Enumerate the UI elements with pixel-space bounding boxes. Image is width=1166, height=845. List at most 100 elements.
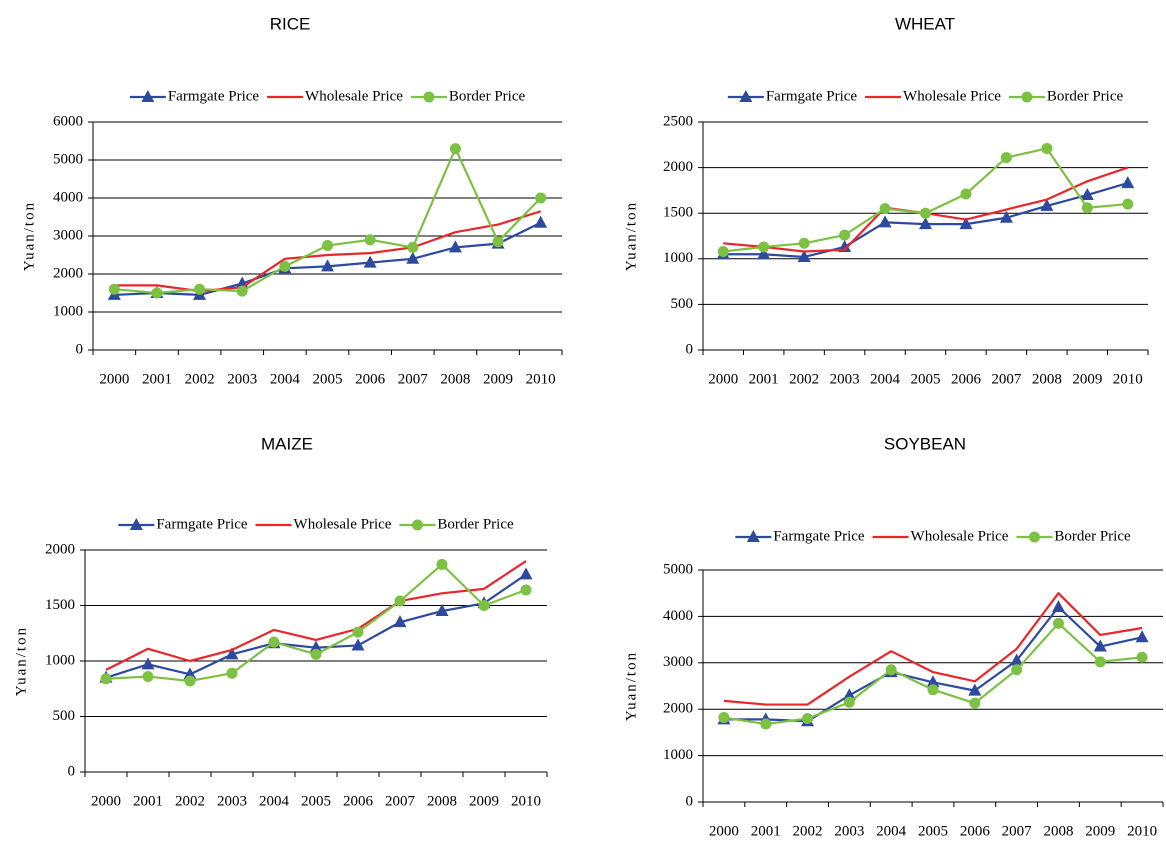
data-point (1040, 198, 1054, 211)
data-point (1136, 651, 1148, 663)
legend-label: Farmgate Price (168, 88, 260, 104)
series-line (114, 210, 542, 293)
y-tick-label: 0 (686, 793, 694, 809)
x-tick-label: 2004 (270, 371, 301, 387)
x-tick-label: 2009 (1072, 371, 1102, 387)
x-tick-label: 2006 (355, 371, 386, 387)
legend-marker (141, 90, 155, 102)
data-point (520, 584, 532, 596)
data-point (393, 615, 407, 628)
data-point (352, 626, 364, 638)
x-tick-label: 2000 (709, 823, 739, 839)
data-point (1010, 653, 1024, 666)
x-tick-label: 2003 (830, 371, 860, 387)
data-point (1011, 664, 1023, 676)
x-tick-label: 2007 (398, 371, 429, 387)
x-tick-label: 2008 (1043, 823, 1073, 839)
x-tick-label: 2001 (142, 371, 172, 387)
data-point (364, 234, 376, 246)
data-point (519, 567, 533, 580)
data-point (920, 207, 931, 219)
data-point (802, 712, 814, 724)
data-point (492, 236, 504, 248)
data-point (100, 673, 112, 685)
data-point (839, 229, 851, 241)
legend-label: Border Price (1054, 528, 1131, 544)
y-tick-label: 4000 (53, 189, 83, 205)
x-tick-label: 2008 (440, 371, 470, 387)
data-point (1122, 198, 1134, 210)
x-tick-label: 2007 (1002, 823, 1033, 839)
x-tick-label: 2000 (708, 371, 738, 387)
data-point (363, 255, 377, 268)
data-point (1081, 202, 1093, 214)
x-tick-label: 2001 (133, 793, 163, 809)
chart-title: SOYBEAN (884, 434, 966, 453)
y-tick-label: 1500 (45, 597, 75, 613)
y-tick-label: 3000 (663, 654, 693, 670)
y-tick-label: 0 (68, 763, 76, 779)
legend-label: Border Price (1047, 88, 1124, 104)
y-tick-label: 1000 (53, 303, 83, 319)
x-tick-label: 2010 (526, 371, 556, 387)
legend-marker (1021, 91, 1033, 103)
data-point (1052, 617, 1064, 629)
data-point (919, 217, 932, 230)
y-axis-label: Yuan/ton (623, 651, 639, 721)
data-point (534, 215, 548, 228)
legend-marker (423, 91, 435, 103)
y-tick-label: 0 (76, 341, 84, 357)
x-tick-label: 2010 (511, 793, 541, 809)
x-tick-label: 2001 (751, 823, 781, 839)
x-tick-label: 2003 (217, 793, 247, 809)
y-axis-label: Yuan/ton (21, 201, 37, 271)
x-tick-label: 2010 (1113, 371, 1143, 387)
data-point (959, 217, 973, 230)
y-tick-label: 1000 (663, 250, 693, 266)
y-tick-label: 2500 (663, 113, 693, 129)
series-line (105, 563, 527, 683)
legend-label: Wholesale Price (911, 528, 1009, 544)
data-point (760, 718, 772, 730)
data-point (351, 638, 365, 651)
y-axis-label: Yuan/ton (623, 201, 639, 271)
data-point (279, 260, 291, 272)
y-tick-label: 6000 (53, 113, 83, 129)
data-point (969, 697, 981, 709)
x-tick-label: 2003 (834, 823, 864, 839)
data-point (142, 671, 154, 683)
x-tick-label: 2006 (951, 371, 982, 387)
data-point (236, 285, 248, 297)
x-tick-label: 2003 (227, 371, 257, 387)
data-point (879, 203, 891, 215)
x-tick-label: 2001 (749, 371, 779, 387)
legend: Farmgate Price Wholesale Price Border Pric… (727, 88, 1124, 104)
legend-label: Wholesale Price (903, 88, 1001, 104)
x-tick-label: 2002 (185, 371, 215, 387)
data-point (406, 251, 420, 264)
y-tick-label: 0 (686, 341, 694, 357)
data-point (1121, 176, 1135, 189)
data-point (535, 192, 547, 204)
x-tick-label: 2005 (301, 793, 331, 809)
data-point (183, 667, 197, 680)
x-tick-label: 2005 (313, 371, 343, 387)
y-tick-label: 1000 (663, 747, 693, 763)
data-point (449, 143, 461, 155)
legend-marker (746, 530, 760, 542)
data-point (797, 249, 811, 262)
x-tick-label: 2004 (876, 823, 907, 839)
data-point (757, 247, 771, 260)
legend-label: Border Price (437, 516, 514, 532)
x-tick-label: 2010 (1127, 823, 1157, 839)
data-point (1093, 639, 1107, 652)
x-tick-label: 2009 (469, 793, 499, 809)
x-tick-label: 2005 (918, 823, 948, 839)
x-tick-label: 2007 (385, 793, 416, 809)
legend-marker (739, 90, 753, 102)
y-axis-label: Yuan/ton (13, 626, 29, 696)
x-tick-label: 2007 (991, 371, 1022, 387)
legend-label: Border Price (449, 88, 526, 104)
data-point (926, 675, 940, 688)
